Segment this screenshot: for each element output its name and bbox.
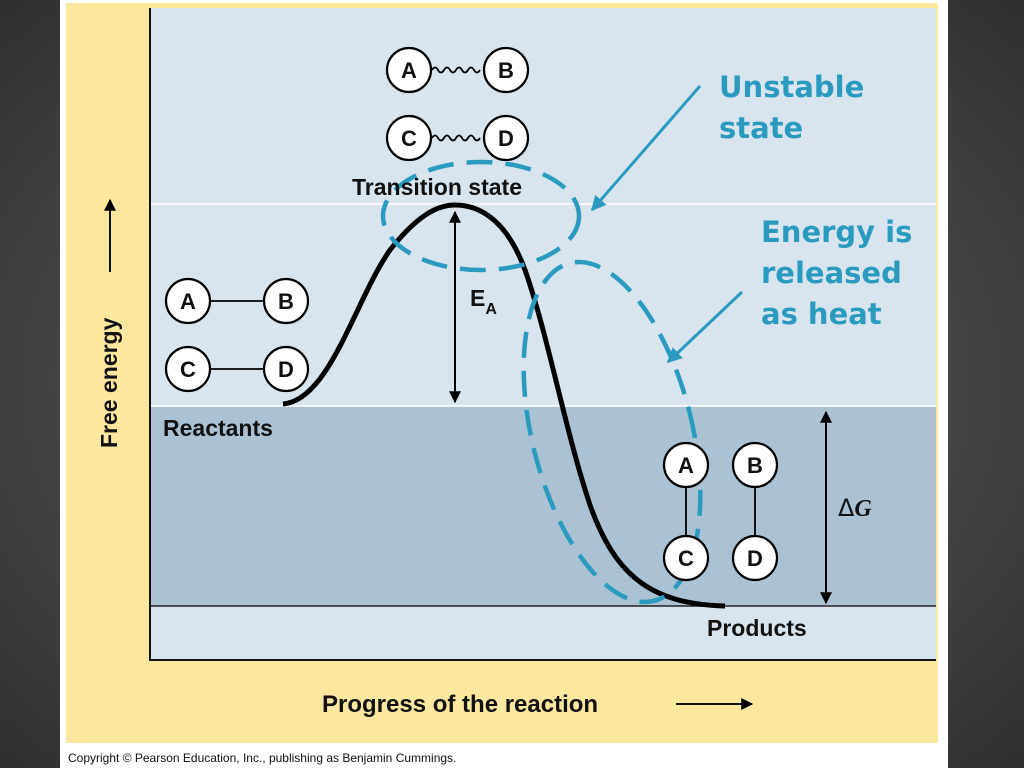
svg-text:D: D	[278, 357, 294, 382]
atom-c-transition	[385, 114, 433, 162]
energy-curve	[282, 202, 726, 609]
svg-text:D: D	[498, 126, 514, 151]
unstable-callout-pointer	[590, 85, 702, 212]
energy-release-ellipse	[521, 259, 703, 605]
atom-a-reactant	[164, 277, 212, 325]
svg-text:C: C	[401, 126, 417, 151]
atom-a-transition	[385, 46, 433, 94]
energy-callout-line2: released	[761, 256, 902, 290]
energy-callout-pointer	[666, 290, 744, 364]
transition-molecules: A B C D	[385, 46, 530, 162]
product-molecules: A B C D	[662, 441, 779, 582]
svg-text:B: B	[498, 58, 514, 83]
energy-callout: Energy is	[761, 215, 912, 249]
atom-b-transition	[482, 46, 530, 94]
activation-energy-label: EA	[470, 285, 497, 318]
unstable-callout-line2: state	[719, 111, 803, 145]
svg-text:C: C	[678, 546, 694, 571]
delta-g-label: ΔG	[838, 494, 872, 522]
svg-text:C: C	[180, 357, 196, 382]
unstable-state-ellipse	[380, 159, 582, 273]
panel-lower	[150, 406, 936, 606]
svg-text:A: A	[678, 453, 694, 478]
energy-callout-line3: as heat	[761, 297, 882, 331]
atom-b-reactant	[262, 277, 310, 325]
svg-text:A: A	[180, 289, 196, 314]
unstable-callout: Unstable	[719, 70, 864, 104]
copyright-credit: Copyright © Pearson Education, Inc., pub…	[68, 751, 456, 765]
x-axis-title: Progress of the reaction	[322, 691, 598, 718]
atom-d-reactant	[262, 345, 310, 393]
svg-text:D: D	[747, 546, 763, 571]
panel-bottom	[150, 606, 936, 660]
atom-c-reactant	[164, 345, 212, 393]
reactants-label: Reactants	[163, 415, 273, 441]
atom-d-product	[731, 534, 779, 582]
svg-text:A: A	[401, 58, 417, 83]
atom-b-product	[731, 441, 779, 489]
svg-text:B: B	[278, 289, 294, 314]
reactant-molecules: A B C D	[164, 277, 310, 393]
atom-d-transition	[482, 114, 530, 162]
svg-text:Free energy: Free energy	[96, 317, 122, 448]
products-label: Products	[707, 615, 807, 641]
svg-text:B: B	[747, 453, 763, 478]
transition-state-label: Transition state	[352, 174, 522, 200]
partial-bond-cd	[431, 134, 481, 142]
atom-a-product	[662, 441, 710, 489]
y-axis-title: Free energy	[96, 317, 122, 448]
atom-c-product	[662, 534, 710, 582]
panel-upper	[150, 8, 936, 406]
partial-bond-ab	[431, 66, 481, 74]
